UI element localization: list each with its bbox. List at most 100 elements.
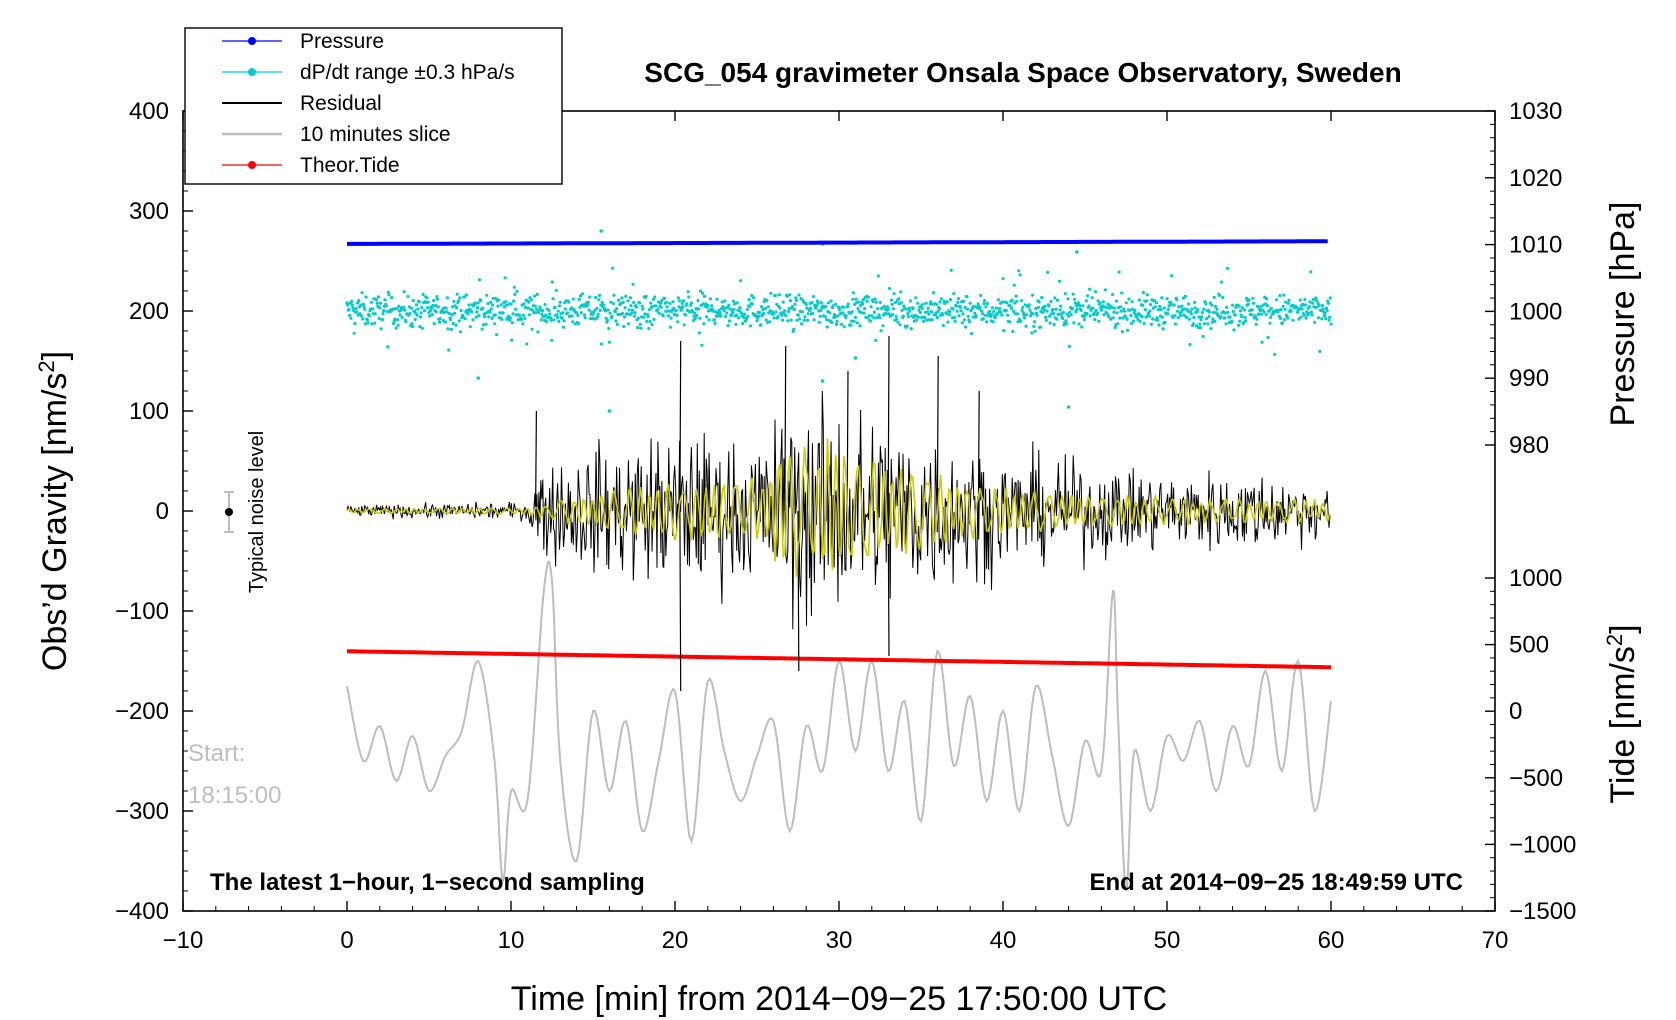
dpdt-point — [1240, 315, 1244, 319]
dpdt-point — [948, 298, 953, 302]
dpdt-point — [1149, 303, 1153, 307]
dpdt-point — [897, 297, 901, 301]
dpdt-point — [586, 303, 590, 307]
dpdt-point — [1259, 312, 1264, 316]
dpdt-point — [1002, 329, 1006, 333]
dpdt-point — [1126, 328, 1130, 332]
dpdt-point — [723, 314, 728, 319]
dpdt-point — [1265, 297, 1269, 301]
dpdt-point — [1280, 321, 1285, 325]
dpdt-point — [1145, 293, 1149, 297]
dpdt-point — [681, 299, 686, 303]
dpdt-point — [561, 311, 565, 315]
dpdt-point — [1119, 309, 1123, 313]
dpdt-point — [1160, 315, 1164, 319]
dpdt-point — [1268, 321, 1272, 325]
dpdt-point — [428, 314, 432, 318]
dpdt-point — [1266, 335, 1270, 339]
dpdt-point — [1231, 303, 1235, 307]
dpdt-point — [383, 298, 387, 302]
dpdt-point — [560, 316, 564, 320]
dpdt-point — [872, 316, 876, 320]
dpdt-point — [1077, 322, 1081, 326]
dpdt-point — [489, 307, 493, 311]
dpdt-point — [710, 304, 714, 308]
dpdt-point — [636, 326, 640, 330]
dpdt-point — [1019, 299, 1024, 303]
dpdt-point — [1267, 309, 1271, 313]
x-tick-label-7: 60 — [1318, 927, 1345, 954]
dpdt-point — [1243, 315, 1247, 320]
dpdt-point — [350, 303, 354, 307]
dpdt-point — [796, 313, 800, 317]
dpdt-point — [1228, 315, 1232, 319]
dpdt-point — [452, 299, 456, 304]
y-pressure-tick-label-5: 980 — [1509, 432, 1549, 459]
dpdt-point — [607, 326, 611, 331]
dpdt-point — [844, 314, 848, 318]
dpdt-point — [876, 274, 881, 278]
dpdt-point — [695, 313, 699, 318]
dpdt-point — [464, 293, 468, 297]
dpdt-point — [1172, 303, 1176, 307]
dpdt-point — [348, 313, 352, 317]
dpdt-point — [969, 332, 974, 336]
dpdt-point — [1093, 290, 1098, 294]
series-pressure — [347, 239, 1328, 246]
dpdt-point — [1001, 277, 1005, 281]
dpdt-point — [947, 313, 951, 317]
dpdt-point — [1307, 311, 1311, 315]
dpdt-point — [527, 313, 532, 317]
dpdt-point — [1099, 308, 1103, 312]
dpdt-point — [646, 315, 650, 319]
dpdt-point — [824, 318, 829, 322]
dpdt-point — [1225, 266, 1229, 270]
dpdt-point — [549, 318, 553, 322]
dpdt-point — [1199, 317, 1203, 322]
dpdt-point — [1247, 298, 1251, 302]
dpdt-point — [1161, 327, 1165, 331]
dpdt-point — [571, 320, 575, 324]
dpdt-point — [676, 296, 680, 300]
dpdt-point — [461, 314, 465, 319]
dpdt-point — [449, 317, 453, 322]
dpdt-point — [925, 318, 929, 322]
dpdt-point — [1067, 344, 1071, 348]
dpdt-point — [1284, 300, 1288, 304]
y-left-tick-label-0: 400 — [129, 98, 169, 125]
legend-label-dpdt: dP/dt range ±0.3 hPa/s — [300, 61, 515, 84]
dpdt-point — [353, 321, 357, 326]
dpdt-point — [960, 321, 964, 325]
y-axis-left-title-close: ] — [36, 351, 74, 360]
dpdt-point — [946, 320, 950, 324]
dpdt-point — [1072, 297, 1077, 301]
dpdt-point — [641, 315, 646, 319]
dpdt-point — [1173, 314, 1177, 318]
dpdt-point — [892, 292, 896, 296]
dpdt-point — [354, 306, 358, 311]
dpdt-point — [491, 296, 495, 300]
dpdt-point — [384, 304, 388, 308]
dpdt-point — [1040, 295, 1044, 300]
dpdt-point — [346, 303, 350, 307]
dpdt-point — [1154, 301, 1159, 305]
dpdt-point — [868, 319, 873, 323]
dpdt-point — [685, 302, 689, 306]
dpdt-point — [434, 304, 438, 308]
dpdt-point — [777, 293, 781, 297]
dpdt-point — [1044, 315, 1048, 319]
dpdt-point — [561, 325, 566, 329]
dpdt-point — [1226, 310, 1230, 315]
dpdt-point — [612, 293, 616, 297]
dpdt-point — [653, 295, 657, 299]
dpdt-point — [620, 296, 624, 300]
y-left-tick-label-8: −400 — [115, 898, 169, 925]
dpdt-point — [500, 317, 504, 321]
dpdt-point — [1027, 303, 1031, 307]
dpdt-point — [378, 306, 382, 310]
dpdt-point — [632, 300, 636, 305]
dpdt-point — [993, 316, 997, 320]
dpdt-point — [992, 309, 996, 314]
dpdt-point — [819, 301, 823, 305]
noise-label: Typical noise level — [246, 431, 268, 593]
